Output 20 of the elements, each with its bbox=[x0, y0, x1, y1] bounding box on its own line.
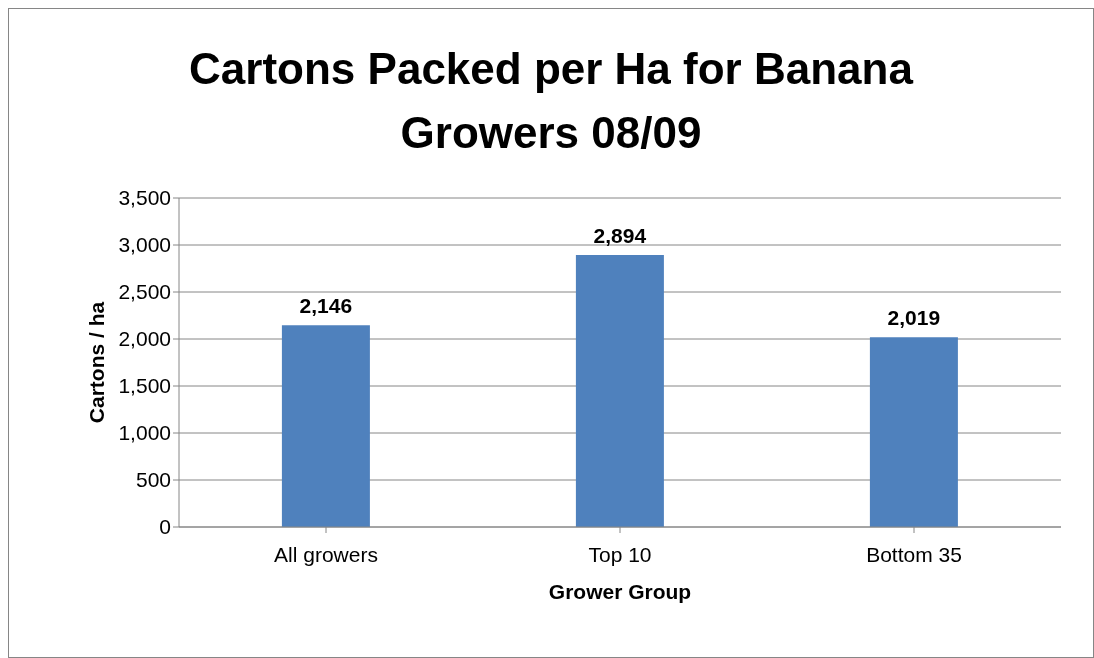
y-tick-label: 2,500 bbox=[118, 280, 171, 304]
chart-title: Cartons Packed per Ha for Banana Growers 08/09 bbox=[188, 43, 915, 159]
x-tick-label: All growers bbox=[274, 542, 378, 566]
y-tick-label: 0 bbox=[159, 515, 171, 539]
x-tick-label: Bottom 35 bbox=[866, 542, 962, 566]
bar bbox=[575, 254, 664, 527]
data-label: 2,019 bbox=[887, 306, 941, 330]
y-tick-label: 2,000 bbox=[118, 327, 171, 351]
y-axis-title: Cartons / ha bbox=[85, 301, 109, 424]
x-axis-title: Grower Group bbox=[548, 580, 692, 603]
y-tick-label: 1,500 bbox=[118, 374, 171, 398]
y-tick-label: 500 bbox=[135, 468, 171, 492]
data-label: 2,894 bbox=[593, 223, 647, 247]
bar bbox=[281, 325, 370, 527]
x-tick-label: Top 10 bbox=[588, 542, 652, 566]
y-tick-label: 3,000 bbox=[118, 233, 171, 257]
bar bbox=[869, 337, 958, 527]
y-tick-label: 1,000 bbox=[118, 421, 171, 445]
y-tick-label: 3,500 bbox=[118, 186, 171, 210]
data-label: 2,146 bbox=[299, 294, 353, 318]
